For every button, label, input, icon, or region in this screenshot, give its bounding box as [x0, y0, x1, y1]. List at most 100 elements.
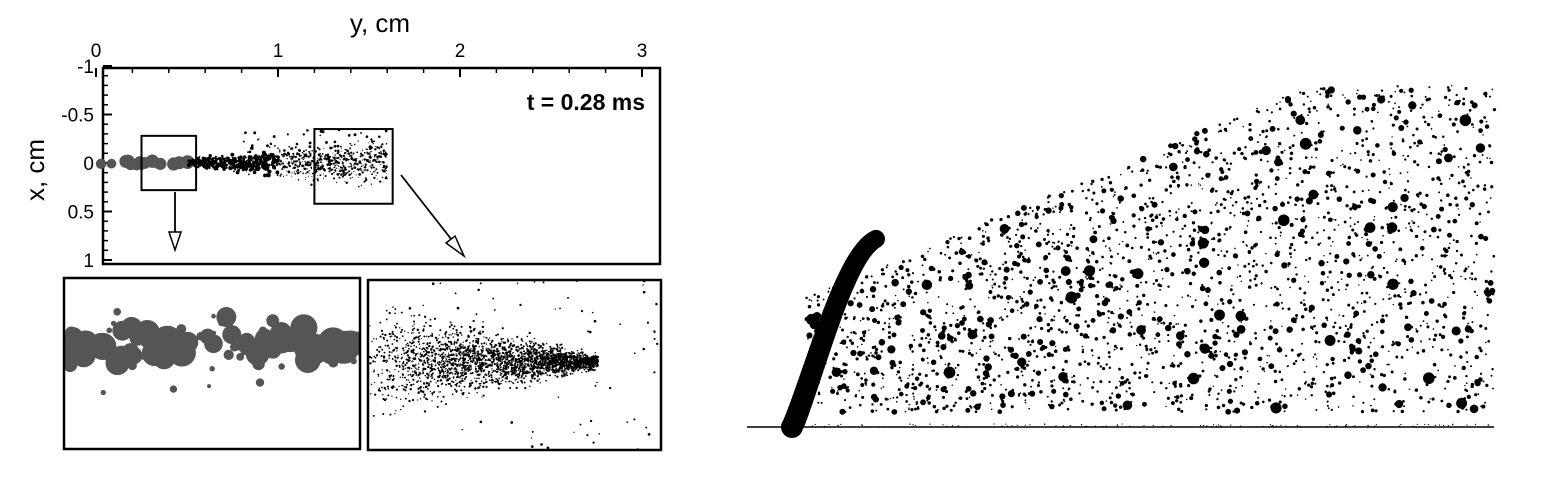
fine-droplet [454, 383, 457, 386]
droplet [1471, 307, 1473, 309]
droplet [831, 387, 833, 389]
droplet [905, 400, 909, 403]
large-droplet [64, 345, 76, 367]
droplet [1035, 370, 1042, 376]
droplet [1175, 399, 1179, 403]
droplet [1456, 130, 1459, 134]
fine-droplet [556, 375, 559, 378]
fine-droplet [559, 368, 561, 370]
droplet [932, 369, 936, 372]
fine-droplet [645, 426, 648, 429]
fine-droplet [441, 365, 444, 367]
fine-droplet [559, 350, 561, 353]
droplet [1421, 349, 1426, 353]
droplet [978, 251, 980, 254]
fine-droplet [340, 177, 342, 179]
fine-droplet [421, 370, 424, 372]
fine-droplet [350, 165, 353, 168]
large-droplet [176, 341, 184, 348]
droplet [850, 331, 853, 334]
fine-droplet [523, 356, 525, 358]
fine-droplet [333, 156, 336, 159]
fine-droplet [445, 336, 447, 338]
droplet [1015, 262, 1021, 267]
fine-droplet [488, 337, 491, 339]
fine-droplet [549, 345, 552, 348]
fine-droplet [533, 344, 536, 347]
fine-droplet [566, 360, 569, 363]
droplet [1164, 266, 1170, 273]
fine-droplet [488, 379, 491, 381]
fine-droplet [458, 381, 460, 384]
droplet [1308, 189, 1319, 200]
fine-droplet [299, 161, 301, 163]
droplet [1146, 302, 1150, 306]
fine-droplet [516, 335, 519, 339]
fine-droplet [462, 361, 464, 364]
fine-droplet [239, 167, 241, 170]
fine-droplet [504, 349, 507, 352]
fine-droplet [334, 154, 336, 156]
droplet [1416, 144, 1419, 148]
droplet [1238, 298, 1242, 302]
fine-droplet [506, 338, 509, 340]
fine-droplet [406, 383, 409, 386]
fine-droplet [528, 340, 531, 343]
fine-droplet [233, 165, 236, 168]
droplet [1436, 265, 1439, 267]
fine-droplet [269, 142, 272, 145]
droplet [818, 381, 820, 384]
fine-droplet [307, 164, 310, 167]
fine-droplet [378, 346, 380, 348]
fine-droplet [408, 381, 411, 384]
fine-droplet [536, 379, 539, 382]
fine-droplet [382, 171, 384, 173]
fine-droplet [263, 167, 267, 171]
fine-droplet [299, 170, 302, 173]
droplet [1344, 371, 1352, 379]
inset-upstream-frame [62, 276, 362, 451]
fine-droplet [521, 381, 524, 384]
fine-droplet [391, 395, 393, 397]
droplet [883, 321, 887, 325]
fine-droplet [530, 445, 534, 449]
fine-droplet [445, 368, 447, 370]
droplet [1290, 256, 1292, 259]
fine-droplet [578, 358, 580, 360]
droplet [843, 370, 846, 372]
large-droplet [159, 348, 168, 357]
fine-droplet [318, 158, 322, 161]
droplet [1382, 234, 1384, 237]
droplet [924, 279, 926, 282]
droplet [1277, 145, 1280, 148]
fine-droplet [295, 153, 299, 156]
fine-droplet [363, 169, 365, 171]
fine-droplet [382, 412, 385, 416]
zoom-arrows [167, 174, 466, 259]
fine-droplet [301, 154, 303, 157]
droplet [1365, 175, 1368, 178]
fine-droplet [366, 148, 368, 151]
droplet [1426, 322, 1428, 325]
fine-droplet [422, 371, 424, 373]
droplet [1486, 157, 1489, 159]
droplet [891, 278, 899, 287]
droplet [1208, 387, 1212, 391]
droplet [1260, 346, 1264, 350]
fine-droplet [514, 369, 516, 371]
fine-droplet [551, 359, 554, 362]
droplet [1474, 221, 1479, 226]
fine-droplet [297, 179, 300, 181]
droplet [1219, 365, 1226, 372]
fine-droplet [497, 349, 500, 353]
droplet [946, 375, 950, 379]
fine-droplet [457, 376, 460, 378]
droplet [1229, 228, 1231, 230]
droplet [1150, 218, 1155, 223]
fine-droplet [571, 352, 573, 355]
droplet [870, 352, 872, 354]
fine-droplet [447, 370, 449, 373]
droplet [1319, 242, 1322, 244]
fine-droplet [317, 161, 320, 165]
droplet [1219, 203, 1223, 207]
